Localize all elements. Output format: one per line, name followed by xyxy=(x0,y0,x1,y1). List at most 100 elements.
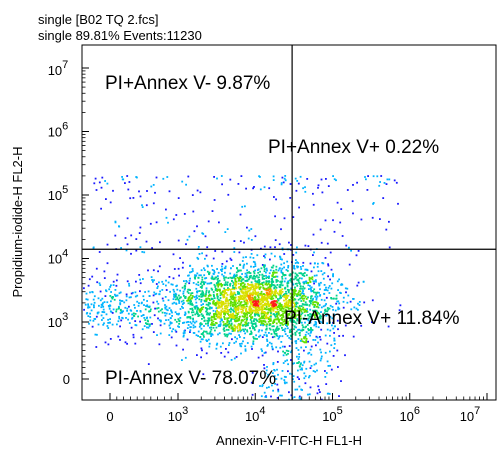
event-dot xyxy=(211,276,214,279)
event-dot xyxy=(104,180,106,182)
event-dot xyxy=(224,281,227,284)
event-dot xyxy=(238,300,240,303)
event-dot xyxy=(255,325,258,327)
event-dot xyxy=(223,315,225,318)
event-dot xyxy=(116,294,118,297)
event-dot xyxy=(290,317,292,319)
event-dot xyxy=(357,250,360,252)
event-dot xyxy=(165,319,167,321)
event-dot xyxy=(207,297,209,300)
event-dot xyxy=(249,286,252,289)
event-dot xyxy=(303,294,306,297)
event-dot xyxy=(274,288,277,291)
event-dot xyxy=(319,359,322,362)
event-dot xyxy=(269,246,272,249)
event-dot xyxy=(190,326,192,328)
event-dot xyxy=(388,246,391,249)
event-dot xyxy=(239,336,241,338)
event-dot xyxy=(158,319,161,322)
event-dot xyxy=(296,319,299,322)
event-dot xyxy=(308,360,311,363)
event-dot xyxy=(230,324,232,327)
event-dot xyxy=(208,317,211,320)
event-dot xyxy=(259,298,262,301)
event-dot xyxy=(252,277,255,280)
event-dot xyxy=(275,332,278,335)
event-dot xyxy=(184,356,187,359)
event-dot xyxy=(316,392,319,395)
event-dot xyxy=(272,389,274,392)
event-dot xyxy=(213,316,216,319)
event-dot xyxy=(294,282,297,285)
event-dot xyxy=(289,329,291,332)
event-dot xyxy=(171,311,173,314)
event-dot xyxy=(227,323,230,326)
event-dot xyxy=(279,295,282,298)
event-dot xyxy=(233,357,236,360)
event-dot xyxy=(247,290,249,293)
event-dot xyxy=(243,300,246,303)
event-dot xyxy=(205,310,207,313)
event-dot xyxy=(284,302,286,305)
event-dot xyxy=(270,289,273,292)
event-dot xyxy=(102,323,105,326)
event-dot xyxy=(256,306,259,309)
event-dot xyxy=(226,281,229,284)
event-dot xyxy=(308,320,311,323)
event-dot xyxy=(148,305,151,308)
event-dot xyxy=(336,201,339,204)
event-dot xyxy=(132,333,135,336)
event-dot xyxy=(293,298,296,300)
event-dot xyxy=(252,340,255,343)
event-dot xyxy=(294,332,297,334)
event-dot xyxy=(260,294,263,297)
event-dot xyxy=(331,282,334,285)
event-dot xyxy=(251,348,253,350)
event-dot xyxy=(260,395,263,398)
event-dot xyxy=(181,286,184,289)
event-dot xyxy=(302,329,305,331)
event-dot xyxy=(224,310,226,312)
event-dot xyxy=(322,320,325,322)
event-dot xyxy=(153,279,155,282)
event-dot xyxy=(243,304,245,306)
event-dot xyxy=(88,278,91,281)
event-dot xyxy=(302,340,305,343)
event-dot xyxy=(263,264,265,267)
event-dot xyxy=(254,235,257,238)
event-dot xyxy=(265,289,268,291)
event-dot xyxy=(264,256,266,259)
event-dot xyxy=(128,284,131,287)
event-dot xyxy=(233,276,236,279)
event-dot xyxy=(264,307,267,310)
event-dot xyxy=(245,256,247,258)
event-dot xyxy=(254,322,257,325)
event-dot xyxy=(119,339,121,341)
event-dot xyxy=(220,309,223,312)
event-dot xyxy=(109,321,111,324)
event-dot xyxy=(280,377,283,380)
event-dot xyxy=(279,335,281,337)
event-dot xyxy=(320,315,323,318)
event-dot xyxy=(252,306,255,309)
event-dot xyxy=(242,288,244,291)
event-dot xyxy=(320,241,323,244)
event-dot xyxy=(162,283,165,285)
event-dot xyxy=(304,375,307,378)
event-dot xyxy=(281,335,284,338)
event-dot xyxy=(284,297,287,299)
event-dot xyxy=(277,293,280,296)
event-dot xyxy=(270,292,273,295)
event-dot xyxy=(307,282,310,284)
event-dot xyxy=(275,198,277,201)
event-dot xyxy=(99,290,102,293)
quadrant-label-lower-left: PI-Annex V- 78.07% xyxy=(105,368,276,389)
event-dot xyxy=(250,281,253,284)
event-dot xyxy=(266,313,269,316)
event-dot xyxy=(286,260,289,263)
event-dot xyxy=(271,307,274,310)
event-dot xyxy=(206,246,209,249)
event-dot xyxy=(298,314,300,316)
event-dot xyxy=(212,278,215,281)
event-dot xyxy=(182,290,185,293)
